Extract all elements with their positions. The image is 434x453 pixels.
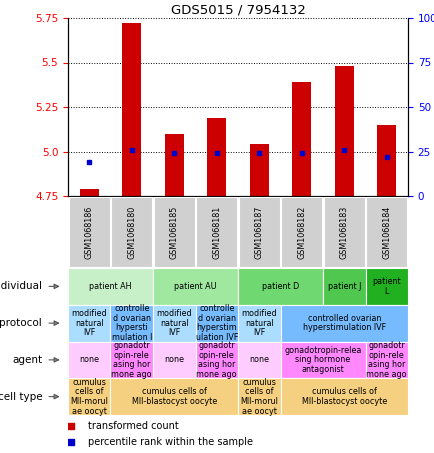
Text: controlle
d ovarian
hyperstim
ulation IVF: controlle d ovarian hyperstim ulation IV… <box>195 304 237 342</box>
Bar <box>365 268 407 305</box>
Text: modified
natural
IVF: modified natural IVF <box>241 309 276 337</box>
Bar <box>376 125 395 196</box>
Text: GSM1068187: GSM1068187 <box>254 205 263 259</box>
Bar <box>365 198 406 266</box>
Text: patient J: patient J <box>327 282 360 291</box>
Bar <box>110 305 153 342</box>
Text: gonadotr
opin-rele
asing hor
mone ago: gonadotr opin-rele asing hor mone ago <box>196 341 237 379</box>
Bar <box>195 305 237 342</box>
Bar <box>237 378 280 415</box>
Bar <box>153 268 237 305</box>
Bar <box>195 342 237 378</box>
Bar <box>334 66 353 196</box>
Bar <box>122 24 141 196</box>
Text: transformed count: transformed count <box>88 421 179 431</box>
Text: GSM1068183: GSM1068183 <box>339 205 348 259</box>
Bar <box>153 342 195 378</box>
Text: patient
L: patient L <box>372 277 400 296</box>
Bar <box>110 342 153 378</box>
Text: agent: agent <box>12 355 42 365</box>
Bar <box>153 305 195 342</box>
Bar <box>281 198 322 266</box>
Bar <box>111 198 152 266</box>
Text: none: none <box>164 355 184 364</box>
Text: gonadotr
opin-rele
asing hor
mone ago: gonadotr opin-rele asing hor mone ago <box>111 341 152 379</box>
Bar <box>280 342 365 378</box>
Bar <box>69 198 109 266</box>
Text: GSM1068185: GSM1068185 <box>169 205 178 259</box>
Text: patient AH: patient AH <box>89 282 132 291</box>
Text: cell type: cell type <box>0 392 42 402</box>
Bar <box>237 342 280 378</box>
Bar <box>110 378 237 415</box>
Bar <box>238 198 279 266</box>
Text: gonadotr
opin-rele
asing hor
mone ago: gonadotr opin-rele asing hor mone ago <box>365 341 406 379</box>
Bar <box>196 198 237 266</box>
Bar <box>249 145 268 196</box>
Bar <box>68 305 110 342</box>
Bar <box>365 342 407 378</box>
Text: individual: individual <box>0 281 42 291</box>
Bar <box>292 82 311 196</box>
Bar <box>323 198 364 266</box>
Text: modified
natural
IVF: modified natural IVF <box>71 309 107 337</box>
Text: gonadotropin-relea
sing hormone
antagonist: gonadotropin-relea sing hormone antagoni… <box>284 346 361 374</box>
Bar <box>164 134 184 196</box>
Bar <box>280 378 407 415</box>
Text: controlle
d ovarian
hypersti
mulation I: controlle d ovarian hypersti mulation I <box>111 304 151 342</box>
Bar <box>237 305 280 342</box>
Text: GSM1068180: GSM1068180 <box>127 205 136 259</box>
Text: patient D: patient D <box>261 282 299 291</box>
Text: GSM1068186: GSM1068186 <box>85 205 94 259</box>
Text: cumulus
cells of
MII-morul
ae oocyt: cumulus cells of MII-morul ae oocyt <box>70 377 108 416</box>
Title: GDS5015 / 7954132: GDS5015 / 7954132 <box>170 4 305 17</box>
Bar <box>280 305 407 342</box>
Text: percentile rank within the sample: percentile rank within the sample <box>88 437 253 447</box>
Text: GSM1068184: GSM1068184 <box>381 205 390 259</box>
Text: protocol: protocol <box>0 318 42 328</box>
Bar <box>68 378 110 415</box>
Text: patient AU: patient AU <box>174 282 216 291</box>
Text: cumulus cells of
MII-blastocyst oocyte: cumulus cells of MII-blastocyst oocyte <box>132 387 217 406</box>
Text: GSM1068182: GSM1068182 <box>296 205 306 259</box>
Bar <box>322 268 365 305</box>
Bar <box>79 189 99 196</box>
Text: controlled ovarian
hyperstimulation IVF: controlled ovarian hyperstimulation IVF <box>302 314 385 333</box>
Bar <box>68 268 153 305</box>
Bar <box>237 268 322 305</box>
Bar <box>68 342 110 378</box>
Bar <box>207 118 226 196</box>
Text: cumulus cells of
MII-blastocyst oocyte: cumulus cells of MII-blastocyst oocyte <box>301 387 386 406</box>
Text: GSM1068181: GSM1068181 <box>212 205 221 259</box>
Text: none: none <box>249 355 269 364</box>
Text: modified
natural
IVF: modified natural IVF <box>156 309 192 337</box>
Bar <box>154 198 194 266</box>
Text: none: none <box>79 355 99 364</box>
Text: cumulus
cells of
MII-morul
ae oocyt: cumulus cells of MII-morul ae oocyt <box>240 377 278 416</box>
